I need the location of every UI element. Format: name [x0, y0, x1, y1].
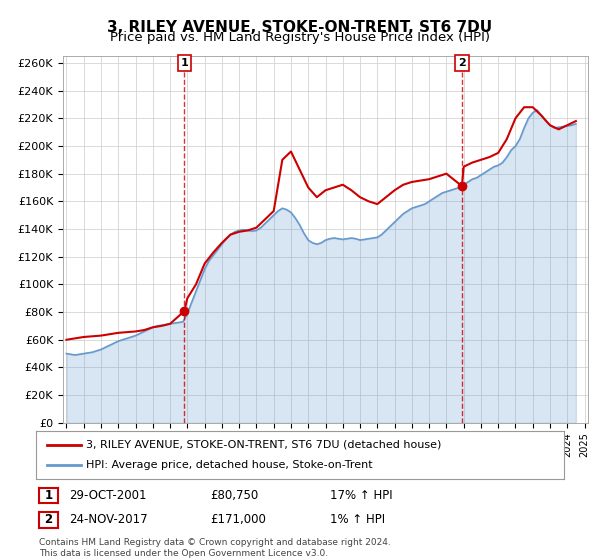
Text: 1: 1 [44, 489, 53, 502]
Text: 24-NOV-2017: 24-NOV-2017 [69, 513, 148, 526]
Text: 29-OCT-2001: 29-OCT-2001 [69, 489, 146, 502]
Text: 3, RILEY AVENUE, STOKE-ON-TRENT, ST6 7DU: 3, RILEY AVENUE, STOKE-ON-TRENT, ST6 7DU [107, 20, 493, 35]
Text: £80,750: £80,750 [210, 489, 258, 502]
Text: 1% ↑ HPI: 1% ↑ HPI [330, 513, 385, 526]
Text: 2: 2 [44, 513, 53, 526]
Text: £171,000: £171,000 [210, 513, 266, 526]
Text: 3, RILEY AVENUE, STOKE-ON-TRENT, ST6 7DU (detached house): 3, RILEY AVENUE, STOKE-ON-TRENT, ST6 7DU… [86, 440, 442, 450]
Text: 1: 1 [181, 58, 188, 68]
Text: HPI: Average price, detached house, Stoke-on-Trent: HPI: Average price, detached house, Stok… [86, 460, 373, 470]
Text: Contains HM Land Registry data © Crown copyright and database right 2024.: Contains HM Land Registry data © Crown c… [39, 538, 391, 547]
Text: 17% ↑ HPI: 17% ↑ HPI [330, 489, 392, 502]
Text: This data is licensed under the Open Government Licence v3.0.: This data is licensed under the Open Gov… [39, 549, 328, 558]
Text: Price paid vs. HM Land Registry's House Price Index (HPI): Price paid vs. HM Land Registry's House … [110, 31, 490, 44]
Text: 2: 2 [458, 58, 466, 68]
